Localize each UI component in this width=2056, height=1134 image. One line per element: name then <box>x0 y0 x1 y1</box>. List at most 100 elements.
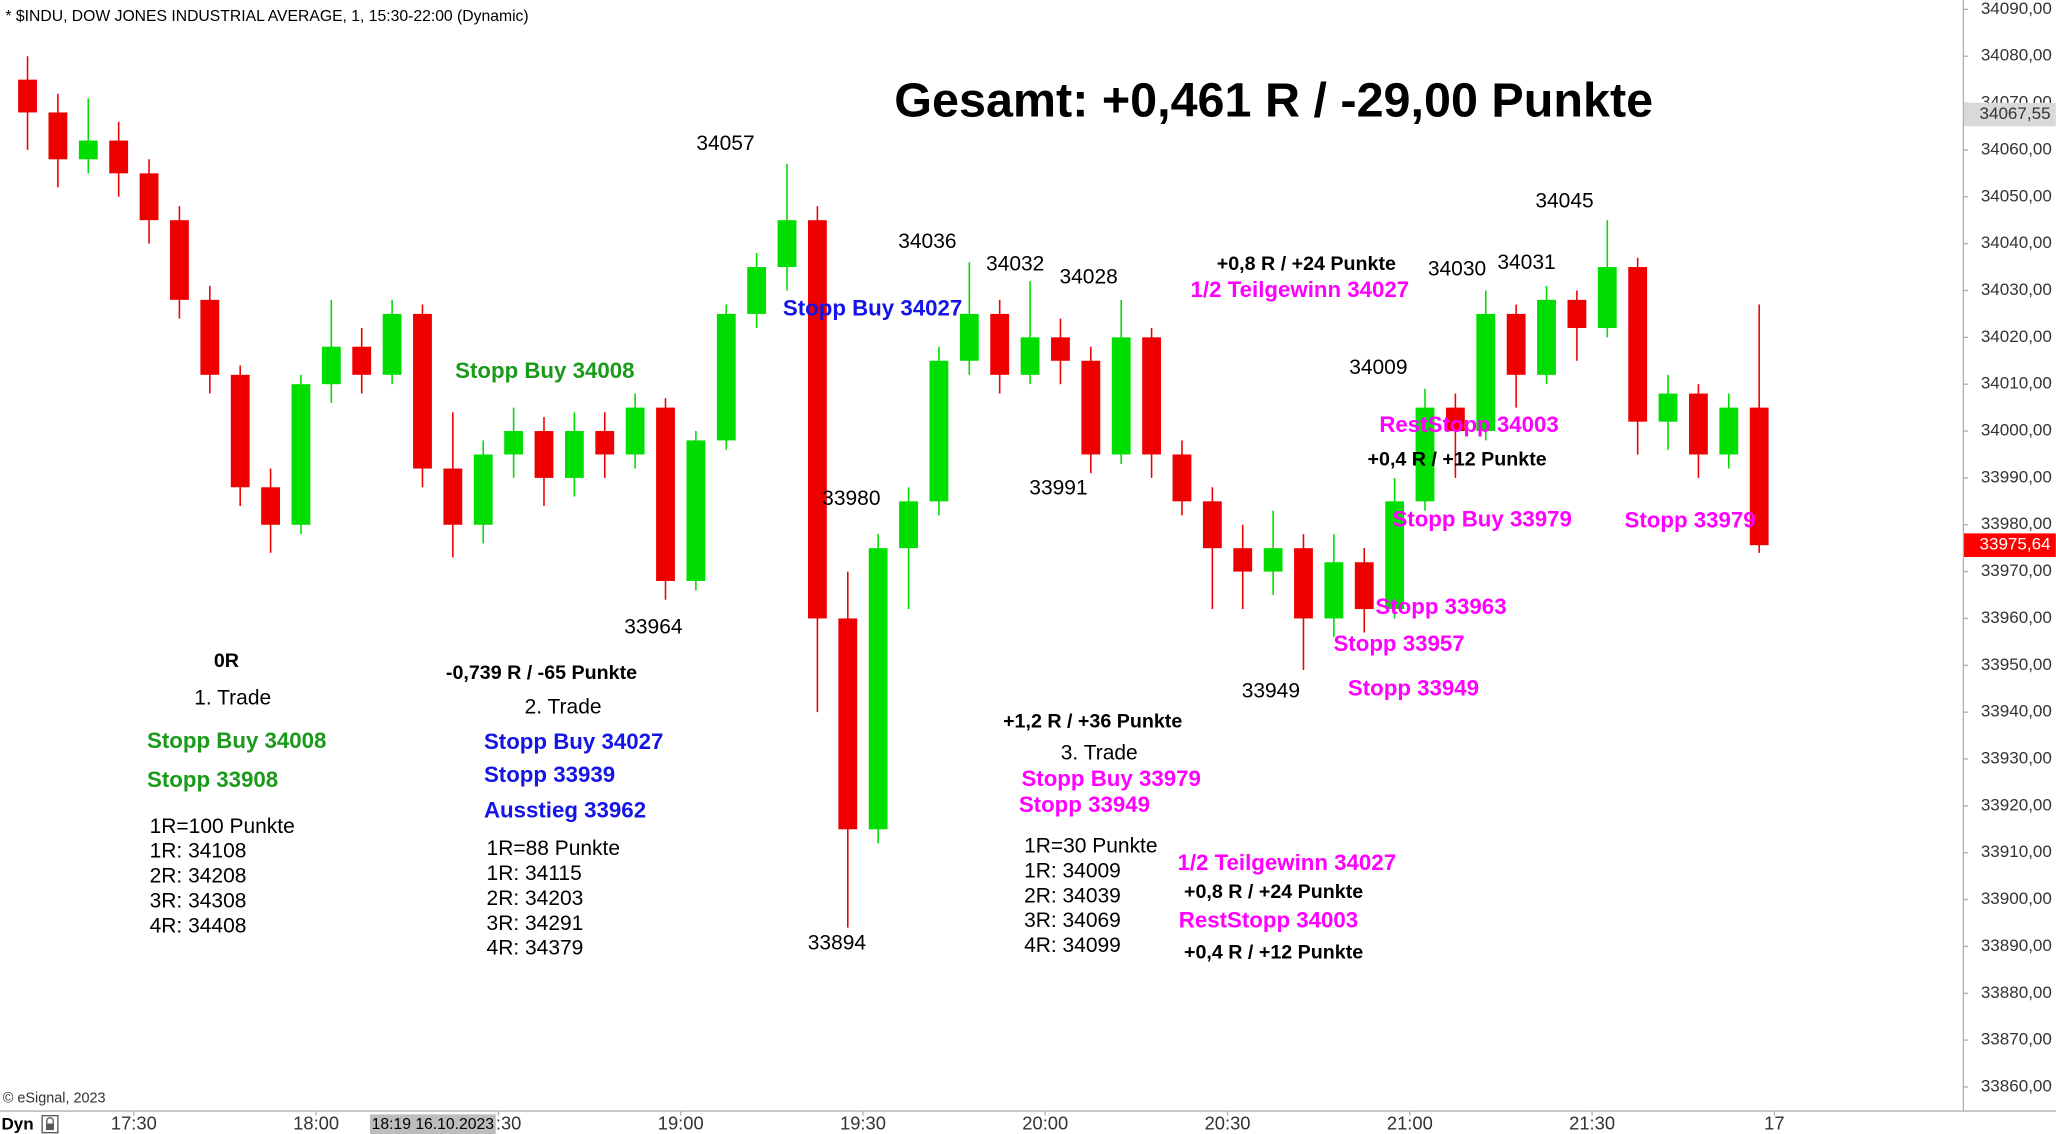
annotation: +1,2 R / +36 Punkte <box>1003 711 1182 733</box>
annotation: 1R=100 Punkte <box>150 815 295 838</box>
candle <box>1385 477 1405 619</box>
price-badge-label: 33975,64 <box>1980 535 2051 554</box>
candle-body <box>1354 562 1374 610</box>
candle <box>18 56 37 150</box>
x-tick-label: 19:30 <box>840 1113 886 1134</box>
candle <box>838 571 858 928</box>
y-tick-label: 34010,00 <box>1981 374 2052 393</box>
candle-body <box>78 140 98 160</box>
annotation: 33964 <box>624 616 683 639</box>
y-tick-label: 34090,00 <box>1981 0 2052 18</box>
annotation: 4R: 34408 <box>150 914 247 937</box>
annotation: 33980 <box>822 487 880 510</box>
lock-body <box>46 1123 54 1131</box>
annotation: 33949 <box>1242 680 1300 703</box>
annotation: 2. Trade <box>525 695 602 718</box>
y-tick-label: 33920,00 <box>1981 795 2052 814</box>
candle <box>413 304 432 488</box>
y-tick-label: 33860,00 <box>1981 1076 2052 1095</box>
mode-label[interactable]: Dyn <box>2 1114 34 1133</box>
price-badge <box>1964 102 2056 127</box>
annotation: Ausstieg 33962 <box>484 797 646 822</box>
y-tick-label: 34080,00 <box>1981 46 2052 65</box>
candle <box>1628 257 1648 455</box>
y-tick-label: 34060,00 <box>1981 139 2052 158</box>
annotation: 34028 <box>1059 265 1117 288</box>
annotation: +0,4 R / +12 Punkte <box>1184 941 1363 963</box>
lock-shackle <box>46 1117 54 1124</box>
annotation: 0R <box>214 650 239 672</box>
candle-body <box>504 431 524 455</box>
y-tick-label: 34030,00 <box>1981 280 2052 299</box>
candle <box>1354 548 1374 633</box>
candle-body <box>899 501 918 549</box>
lock-icon[interactable] <box>41 1114 59 1134</box>
annotation: 34057 <box>696 132 754 155</box>
candle-body <box>1567 299 1587 328</box>
annotation: Stopp 33963 <box>1375 594 1506 619</box>
candle-body <box>959 313 979 361</box>
y-tick-label: 33880,00 <box>1981 983 2052 1002</box>
candle <box>1506 304 1526 408</box>
annotation: Stopp Buy 34027 <box>484 729 663 754</box>
cursor-label-box <box>369 1114 496 1134</box>
annotation: 3. Trade <box>1061 741 1138 764</box>
candle-body <box>1719 407 1739 455</box>
candle <box>1689 384 1708 478</box>
candle <box>686 431 706 591</box>
candle <box>1567 290 1587 361</box>
candle <box>1294 534 1313 670</box>
candle <box>230 365 250 507</box>
candle <box>1415 388 1435 511</box>
candle <box>382 299 402 385</box>
y-tick-label: 33870,00 <box>1981 1030 2052 1049</box>
candle-body <box>200 299 220 375</box>
candle <box>321 299 341 403</box>
y-tick-label: 34050,00 <box>1981 186 2052 205</box>
candle <box>747 253 767 328</box>
candle-body <box>656 407 675 581</box>
candle-body <box>564 431 584 478</box>
annotation: Stopp Buy 34008 <box>147 728 326 753</box>
candle-body <box>473 454 493 525</box>
candle-body <box>1597 267 1617 328</box>
candle <box>1537 285 1556 385</box>
price-badge-label: 34067,55 <box>1980 104 2051 123</box>
candle <box>473 440 493 544</box>
candle-body <box>1476 313 1496 432</box>
y-tick-label: 33970,00 <box>1981 561 2052 580</box>
annotation: Stopp 33979 <box>1624 508 1755 533</box>
annotation: Stopp 33957 <box>1333 631 1464 656</box>
candle-body <box>747 267 767 314</box>
candle <box>716 304 736 450</box>
annotation: 34030 <box>1428 258 1486 281</box>
y-tick-label: 33950,00 <box>1981 655 2052 674</box>
candle-body <box>1537 299 1556 375</box>
candle-body <box>1051 337 1070 361</box>
candle <box>1658 374 1678 450</box>
candle-body <box>929 360 949 502</box>
annotation: 4R: 34099 <box>1024 934 1121 957</box>
candle <box>170 206 189 319</box>
annotation: Stopp 33949 <box>1019 792 1150 817</box>
annotation: 3R: 34291 <box>487 912 584 935</box>
candle <box>291 374 311 535</box>
chart-subtitle: Gesamt: +0,461 R / -29,00 Punkte <box>894 73 1653 127</box>
y-tick-label: 33900,00 <box>1981 889 2052 908</box>
candle <box>777 163 797 291</box>
candle <box>959 262 979 375</box>
annotation: Stopp 33949 <box>1348 675 1479 700</box>
candle-body <box>291 384 311 525</box>
candle-body <box>686 440 706 581</box>
candle <box>1445 393 1465 478</box>
candle-body <box>1111 337 1131 455</box>
y-tick-label: 34040,00 <box>1981 233 2052 252</box>
annotation: 1R: 34009 <box>1024 859 1121 882</box>
candle-body <box>838 618 858 830</box>
annotation: 34045 <box>1535 189 1593 212</box>
x-tick-label: 17 <box>1764 1113 1784 1134</box>
candle <box>534 416 554 507</box>
candle <box>595 412 615 478</box>
annotation: Stopp Buy 33979 <box>1021 766 1200 791</box>
